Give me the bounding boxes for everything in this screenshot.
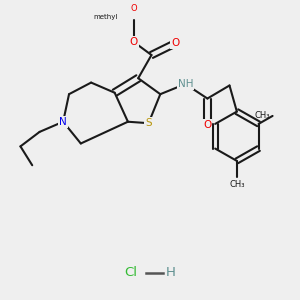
- Text: O: O: [171, 38, 179, 48]
- Text: O: O: [130, 37, 138, 47]
- Text: CH₃: CH₃: [255, 111, 270, 120]
- Text: Cl: Cl: [124, 266, 137, 279]
- Text: methyl: methyl: [93, 14, 118, 20]
- Text: S: S: [145, 118, 152, 128]
- Text: H: H: [166, 266, 176, 279]
- Text: N: N: [59, 117, 67, 127]
- Text: NH: NH: [178, 79, 193, 89]
- Text: O: O: [130, 4, 137, 13]
- Text: CH₃: CH₃: [229, 180, 244, 189]
- Text: O: O: [203, 120, 211, 130]
